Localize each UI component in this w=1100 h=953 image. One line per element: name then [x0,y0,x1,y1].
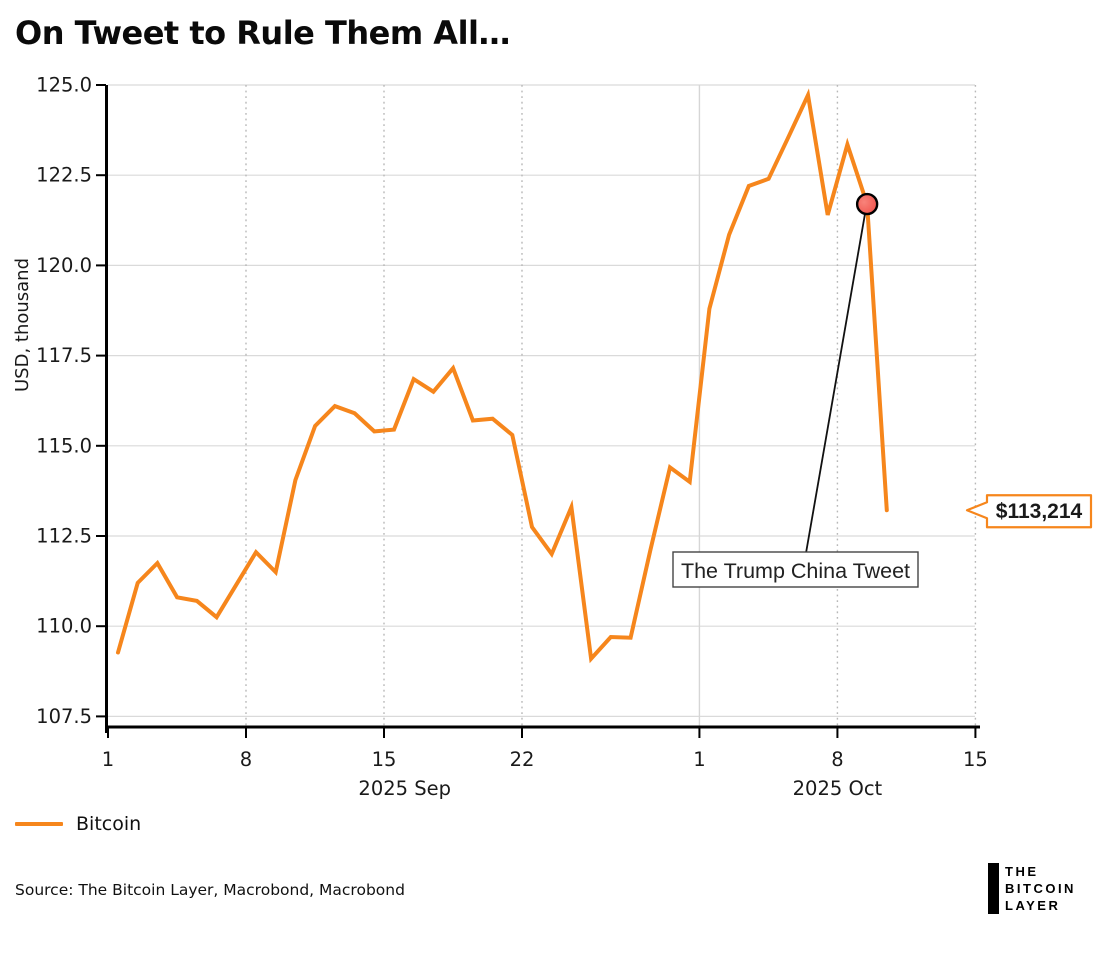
chart-title: On Tweet to Rule Them All… [15,14,511,52]
y-tick-label: 120.0 [36,254,92,277]
legend-label: Bitcoin [76,813,142,835]
bitcoin-line [116,88,889,664]
y-tick-label: 117.5 [36,344,92,367]
bitcoin-layer-logo: THE BITCOIN LAYER [988,863,1076,914]
logo-line: THE [1005,864,1039,879]
y-tick-label: 110.0 [36,615,92,638]
x-tick-label: 8 [240,748,252,771]
legend: Bitcoin [15,812,141,836]
y-axis-title: USD, thousand [12,258,33,392]
x-tick-label: 8 [831,748,843,771]
bitcoin-price-chart: 107.5 110.0 112.5 115.0 117.5 120.0 122.5 125.0… [12,74,1093,800]
y-tick-label: 107.5 [36,705,92,728]
logo-line: LAYER [1005,898,1061,913]
x-tick-label: 15 [372,748,397,771]
source-text: Source: The Bitcoin Layer, Macrobond, Ma… [15,881,405,899]
last-value-text: $113,214 [996,500,1083,523]
y-tick-label: 112.5 [36,525,92,548]
logo-text: THE BITCOIN LAYER [1005,863,1076,914]
y-tick-label: 115.0 [36,434,92,457]
annotation-text: The Trump China Tweet [681,559,910,583]
annotation-box [672,551,919,588]
logo-bar-icon [988,863,999,914]
annotation-leader-line [805,212,867,554]
last-value-callout [965,494,1093,529]
y-tick-label: 122.5 [36,164,92,187]
legend-line-swatch [15,822,63,826]
month-label: 2025 Oct [793,777,883,800]
x-tick-label: 1 [693,748,705,771]
month-label: 2025 Sep [358,777,451,800]
x-tick-label: 15 [963,748,988,771]
tweet-marker-dot [855,192,879,216]
logo-line: BITCOIN [1005,881,1076,896]
x-tick-label: 1 [102,748,114,771]
y-tick-label: 125.0 [36,74,92,97]
x-tick-label: 22 [510,748,535,771]
